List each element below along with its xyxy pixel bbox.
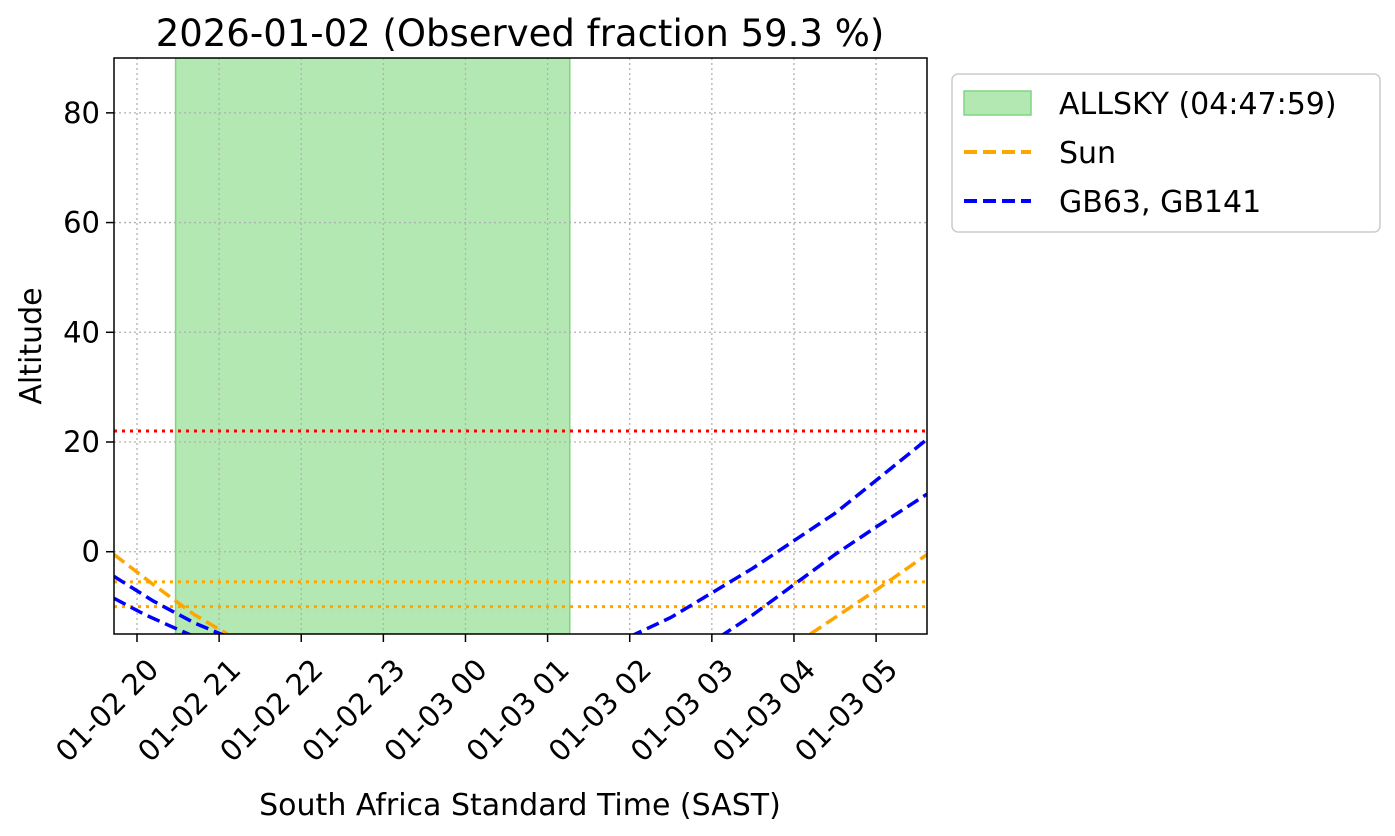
series-line-1 <box>809 553 927 634</box>
plot-content <box>114 58 927 634</box>
x-axis-label: South Africa Standard Time (SAST) <box>259 788 781 823</box>
y-tick-label-1: 20 <box>63 425 100 459</box>
series-line-2 <box>114 574 226 634</box>
plot-frame <box>113 57 928 635</box>
legend-label-0: ALLSKY (04:47:59) <box>1059 87 1337 122</box>
legend: ALLSKY (04:47:59) Sun GB63, GB141 <box>951 73 1381 233</box>
y-tick-label-2: 40 <box>63 315 100 349</box>
y-axis-label: Altitude <box>14 287 49 404</box>
allsky-window <box>174 58 571 634</box>
legend-label-2: GB63, GB141 <box>1059 185 1261 220</box>
y-tick-label-3: 60 <box>63 206 100 240</box>
legend-box <box>951 73 1381 233</box>
plot-area <box>114 58 927 634</box>
chart-title: 2026-01-02 (Observed fraction 59.3 %) <box>156 12 885 55</box>
series-line-0 <box>114 553 229 634</box>
series-line-3 <box>114 596 193 634</box>
legend-swatch-0 <box>963 90 1032 116</box>
y-tick-label-0: 0 <box>82 535 100 569</box>
series-line-5 <box>720 492 927 634</box>
legend-label-1: Sun <box>1059 136 1116 171</box>
y-tick-label-4: 80 <box>63 96 100 130</box>
